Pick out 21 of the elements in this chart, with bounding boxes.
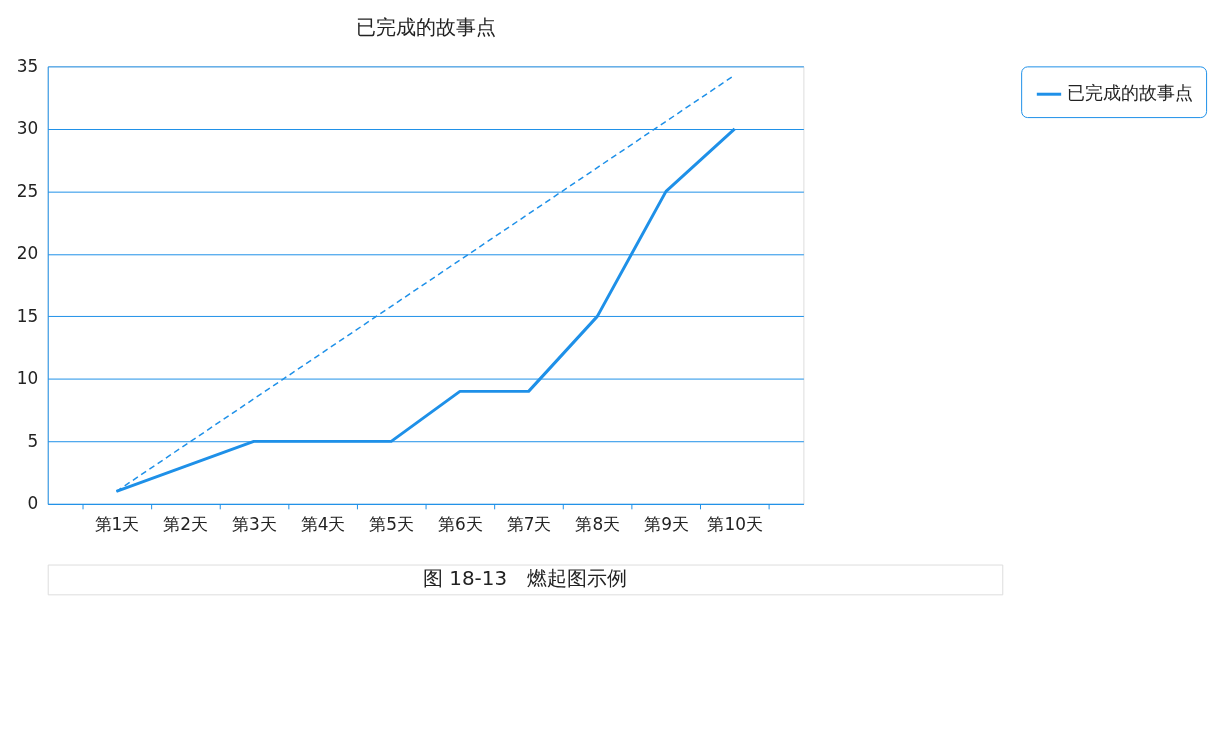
- y-tick-label: 10: [16, 368, 39, 389]
- x-tick-label: 第2天: [163, 514, 208, 535]
- x-tick-label: 第8天: [575, 514, 621, 535]
- x-tick-label: 第9天: [644, 514, 689, 535]
- x-tick-label: 第7天: [506, 514, 552, 535]
- x-tick-label: 第3天: [231, 514, 277, 535]
- x-tick-label: 第1天: [94, 514, 140, 535]
- chart-title: 已完成的故事点: [355, 15, 496, 39]
- y-tick-label: 0: [27, 493, 39, 514]
- y-tick-label: 5: [27, 430, 39, 451]
- y-tick-label: 15: [16, 305, 39, 326]
- legend-label: 已完成的故事点: [1066, 82, 1193, 104]
- x-tick-label: 第10天: [707, 514, 763, 535]
- caption: 图 18-13 燃起图示例: [422, 567, 628, 591]
- y-tick-label: 30: [16, 118, 39, 139]
- x-tick-label: 第6天: [438, 514, 483, 535]
- x-tick-label: 第4天: [300, 514, 346, 535]
- x-tick-label: 第5天: [369, 514, 415, 535]
- y-tick-label: 20: [16, 243, 39, 264]
- y-tick-label: 35: [16, 55, 39, 76]
- y-tick-label: 25: [16, 180, 39, 201]
